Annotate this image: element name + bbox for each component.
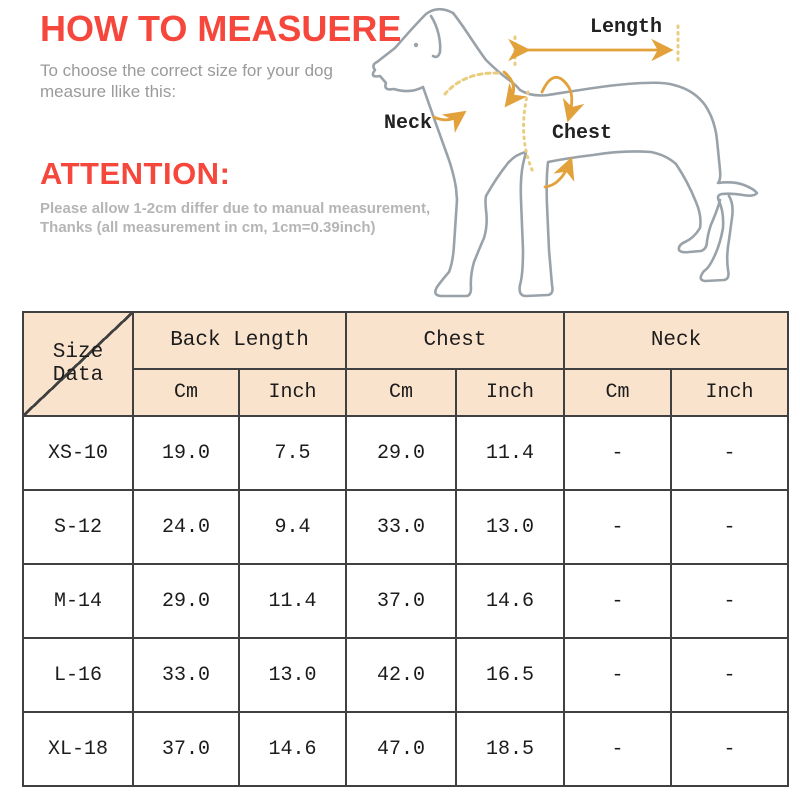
cell-value: 33.0 xyxy=(132,637,240,713)
column-group-neck: Neck xyxy=(563,311,790,370)
cell-value: 42.0 xyxy=(345,637,457,713)
cell-value: 33.0 xyxy=(345,489,457,565)
dog-measurement-diagram: Length Neck Chest xyxy=(368,0,800,302)
size-label: XS-10 xyxy=(22,415,134,491)
chest-label: Chest xyxy=(552,122,612,145)
size-data-corner-cell: Size Data xyxy=(22,311,134,417)
size-table: Size Data Back Length Chest Neck Cm Inch… xyxy=(22,311,790,787)
dog-sketch: Length Neck Chest xyxy=(371,7,759,298)
dog-ear-line xyxy=(429,14,442,59)
cell-value: 37.0 xyxy=(345,563,457,639)
subtitle-line-2: measure llike this: xyxy=(40,82,177,101)
table-row-m-14: M-14 29.0 11.4 37.0 14.6 - - xyxy=(22,563,790,639)
cell-value: 13.0 xyxy=(238,637,347,713)
unit-header-back-length-cm: Cm xyxy=(132,368,240,417)
cell-value: - xyxy=(563,637,673,713)
chest-arc-top xyxy=(540,76,585,123)
subtitle-line-1: To choose the correct size for your dog xyxy=(40,61,333,80)
table-row-xs-10: XS-10 19.0 7.5 29.0 11.4 - - xyxy=(22,415,790,491)
attention-note: Please allow 1-2cm differ due to manual … xyxy=(40,199,430,237)
page-title: HOW TO MEASUERE xyxy=(40,8,402,49)
dotted-guides xyxy=(443,24,680,174)
cell-value: 47.0 xyxy=(345,711,457,787)
cell-value: 37.0 xyxy=(132,711,240,787)
cell-value: - xyxy=(563,415,673,491)
table-row-l-16: L-16 33.0 13.0 42.0 16.5 - - xyxy=(22,637,790,713)
neck-arrow-down xyxy=(502,70,528,108)
cell-value: 14.6 xyxy=(454,563,566,639)
column-group-chest: Chest xyxy=(344,311,566,370)
size-label: L-16 xyxy=(22,637,134,713)
neck-arrow-right xyxy=(432,110,467,133)
cell-value: 16.5 xyxy=(454,637,566,713)
unit-header-back-length-inch: Inch xyxy=(238,368,347,417)
cell-value: 14.6 xyxy=(238,711,347,787)
table-row-s-12: S-12 24.0 9.4 33.0 13.0 - - xyxy=(22,489,790,565)
cell-value: 24.0 xyxy=(132,489,240,565)
cell-value: - xyxy=(563,489,673,565)
subtitle: To choose the correct size for your dog m… xyxy=(40,60,333,102)
unit-header-neck-inch: Inch xyxy=(670,368,790,417)
table-row-xl-18: XL-18 37.0 14.6 47.0 18.5 - - xyxy=(22,711,790,787)
attention-note-line-1: Please allow 1-2cm differ due to manual … xyxy=(40,200,431,217)
cell-value: 29.0 xyxy=(345,415,457,491)
length-label: Length xyxy=(590,16,662,39)
cell-value: - xyxy=(670,637,790,713)
cell-value: 9.4 xyxy=(238,489,347,565)
dog-outline xyxy=(371,7,759,298)
cell-value: - xyxy=(670,563,790,639)
unit-header-chest-cm: Cm xyxy=(345,368,457,417)
cell-value: - xyxy=(670,415,790,491)
neck-label: Neck xyxy=(384,112,432,135)
cell-value: 7.5 xyxy=(238,415,347,491)
size-label: XL-18 xyxy=(22,711,134,787)
attention-note-line-2: Thanks (all measurement in cm, 1cm=0.39i… xyxy=(40,219,376,236)
cell-value: 13.0 xyxy=(454,489,566,565)
cell-value: 19.0 xyxy=(132,415,240,491)
cell-value: 29.0 xyxy=(132,563,240,639)
size-label: M-14 xyxy=(22,563,134,639)
unit-header-chest-inch: Inch xyxy=(454,368,566,417)
cell-value: 18.5 xyxy=(454,711,566,787)
cell-value: 11.4 xyxy=(238,563,347,639)
chest-arc-bottom xyxy=(543,156,575,189)
cell-value: - xyxy=(563,711,673,787)
dog-eye-dot xyxy=(413,42,419,48)
measurement-arrows xyxy=(432,38,674,189)
column-group-back-length: Back Length xyxy=(132,311,347,370)
neck-dashed-arc xyxy=(443,71,500,96)
size-label: S-12 xyxy=(22,489,134,565)
cell-value: - xyxy=(670,489,790,565)
unit-header-neck-cm: Cm xyxy=(563,368,673,417)
attention-title: ATTENTION: xyxy=(40,156,231,191)
cell-value: 11.4 xyxy=(454,415,566,491)
cell-value: - xyxy=(670,711,790,787)
cell-value: - xyxy=(563,563,673,639)
